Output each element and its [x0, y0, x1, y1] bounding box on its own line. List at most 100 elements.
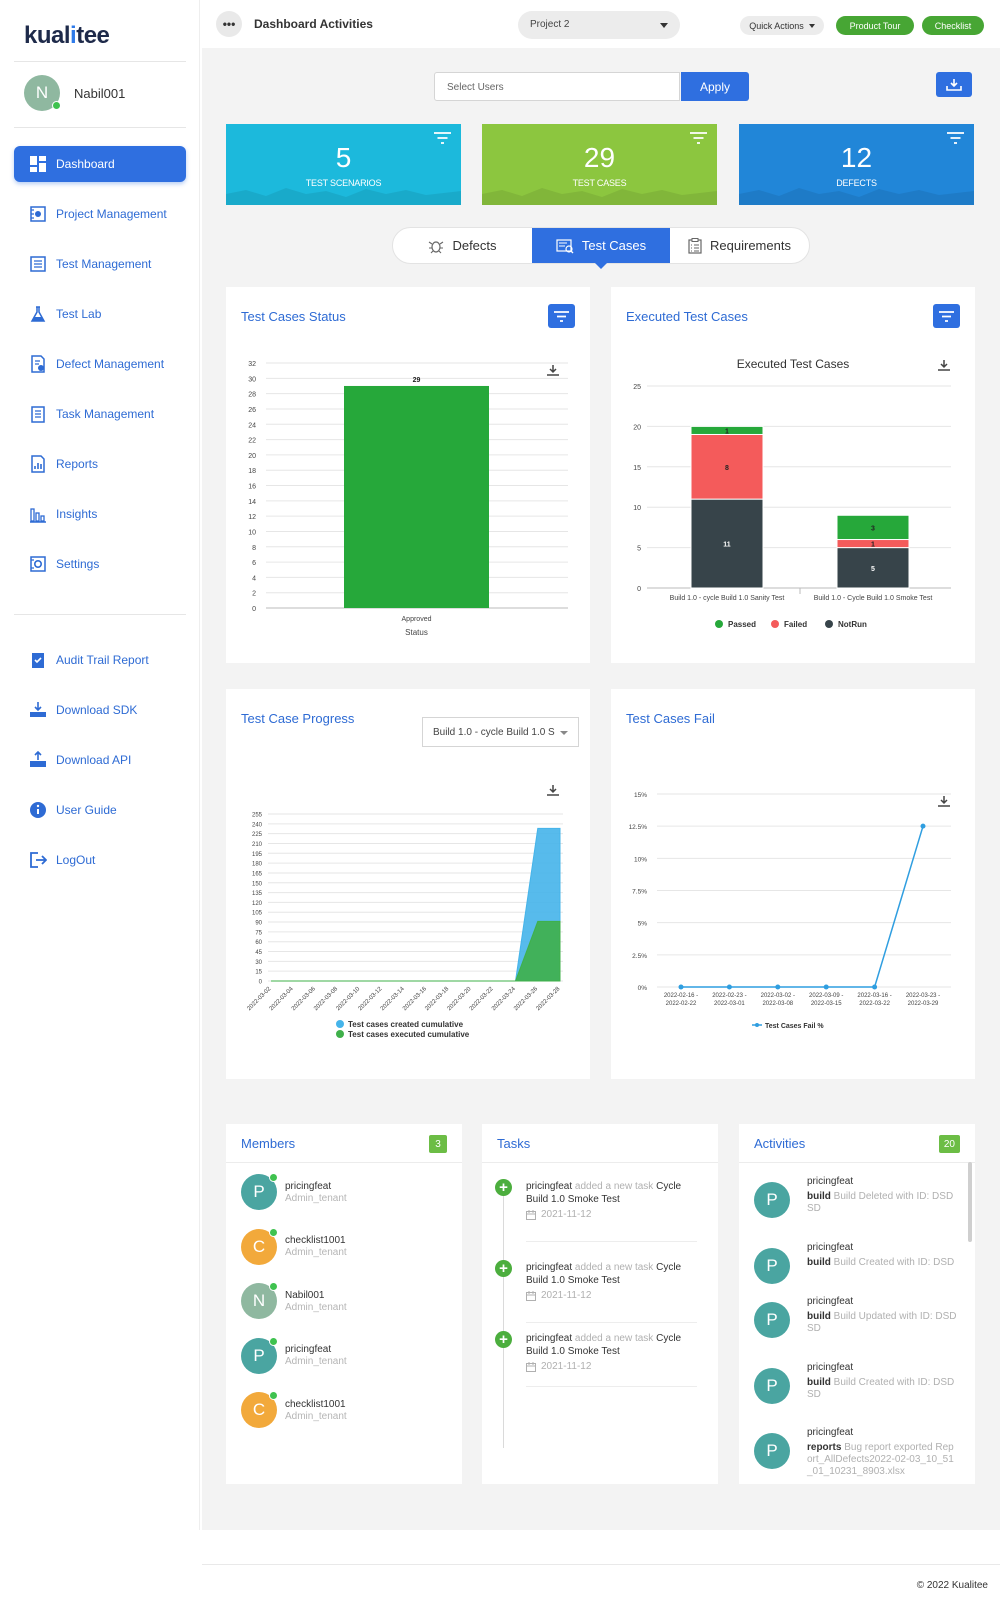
- sidebar-item-defect-management[interactable]: Defect Management: [14, 346, 186, 382]
- x-tick-label: 2022-03-06: [291, 986, 317, 1012]
- calendar-icon: [526, 1290, 536, 1301]
- filter-button[interactable]: [933, 304, 960, 328]
- stat-card-test-scenarios[interactable]: 5 TEST SCENARIOS: [226, 124, 461, 205]
- x-tick-label: 2022-02-16 -: [664, 993, 698, 999]
- card-title: Tasks: [497, 1136, 531, 1151]
- legend-marker: [771, 620, 779, 628]
- filter-icon[interactable]: [434, 132, 451, 144]
- stat-card-defects[interactable]: 12 DEFECTS: [739, 124, 974, 205]
- filter-icon[interactable]: [947, 132, 964, 144]
- filter-icon[interactable]: [690, 132, 707, 144]
- sidebar-item-download-sdk[interactable]: Download SDK: [14, 692, 186, 728]
- chevron-down-icon: [808, 23, 815, 28]
- x-tick-label: 2022-03-08: [313, 986, 339, 1012]
- online-indicator: [269, 1227, 278, 1237]
- divider: [526, 1241, 697, 1242]
- y-tick-label: 26: [248, 407, 256, 414]
- tab-test-cases[interactable]: Test Cases: [532, 228, 670, 269]
- filter-icon: [554, 310, 569, 322]
- sidebar-item-insights[interactable]: Insights: [14, 496, 186, 532]
- activity-text: pricingfeat reports Bug report exported R…: [807, 1427, 957, 1478]
- tab-requirements[interactable]: Requirements: [670, 228, 809, 263]
- download-icon: [946, 78, 962, 91]
- product-tour-button[interactable]: Product Tour: [836, 16, 914, 35]
- filter-button[interactable]: [548, 304, 575, 328]
- scrollbar[interactable]: [968, 1162, 972, 1242]
- sidebar-item-test-management[interactable]: Test Management: [14, 246, 186, 282]
- logout-icon: [28, 850, 48, 870]
- list-item[interactable]: N Nabil001 Admin_tenant: [241, 1282, 347, 1319]
- avatar: P: [754, 1302, 790, 1338]
- progress-chart: 0 15 30 45 60 75 90 105 120 135 150 165 180 195 210 225…: [246, 813, 563, 1039]
- sparkline-decoration: [226, 188, 461, 205]
- status-chart: 0246810121416182022242628303229ApprovedS…: [248, 361, 568, 637]
- download-button[interactable]: [936, 72, 972, 97]
- kualitee-logo[interactable]: kualitee: [24, 22, 110, 49]
- download-icon[interactable]: [546, 364, 560, 377]
- y-tick-label: 90: [255, 921, 262, 927]
- x-tick-label: 2022-03-23 -: [906, 993, 940, 999]
- y-tick-label: 0: [252, 606, 256, 613]
- avatar: P: [754, 1182, 790, 1218]
- activity-user: pricingfeat: [807, 1296, 854, 1307]
- legend-marker: [336, 1030, 344, 1038]
- x-tick-label: 2022-02-22: [666, 1001, 697, 1007]
- activity-type: reports: [807, 1442, 842, 1453]
- download-icon[interactable]: [546, 784, 560, 797]
- card-title: Activities: [754, 1136, 806, 1151]
- select-users-input[interactable]: Select Users: [434, 72, 680, 101]
- activity-type: build: [807, 1191, 831, 1202]
- task-item[interactable]: + pricingfeat added a new task Cycle Buil…: [495, 1331, 695, 1391]
- sidebar-item-download-api[interactable]: Download API: [14, 742, 186, 778]
- task-text: pricingfeat added a new task Cycle Build…: [526, 1332, 696, 1358]
- member-name: checklist1001: [285, 1235, 346, 1246]
- apply-button[interactable]: Apply: [681, 72, 749, 101]
- user-profile[interactable]: N Nabil001: [24, 75, 125, 111]
- x-tick-label: 2022-03-29: [908, 1001, 939, 1007]
- sidebar-item-user-guide[interactable]: User Guide: [14, 792, 186, 828]
- checklist-button[interactable]: Checklist: [922, 16, 984, 35]
- area-series-0: [271, 827, 561, 982]
- card-title: Executed Test Cases: [626, 309, 748, 324]
- download-icon[interactable]: [937, 359, 951, 372]
- project-select[interactable]: Project 2: [518, 11, 680, 39]
- chart-title: Executed Test Cases: [737, 357, 850, 371]
- bar-segment-passed: [690, 425, 764, 435]
- area-series-1: [271, 920, 561, 982]
- sidebar-item-test-lab[interactable]: Test Lab: [14, 296, 186, 332]
- y-tick-label: 12: [248, 514, 256, 521]
- sidebar-item-reports[interactable]: Reports: [14, 446, 186, 482]
- copyright: © 2022 Kualitee: [916, 1580, 988, 1591]
- executed-test-cases-card: Executed Test Cases Executed Test Cases 0…: [611, 287, 975, 663]
- tab-defects[interactable]: Defects: [393, 228, 532, 263]
- sidebar-item-project-management[interactable]: Project Management: [14, 196, 186, 232]
- activity-user: pricingfeat: [807, 1427, 854, 1438]
- quick-actions-button[interactable]: Quick Actions: [740, 16, 824, 35]
- more-options-button[interactable]: •••: [216, 11, 242, 37]
- build-select[interactable]: Build 1.0 - cycle Build 1.0 S: [422, 717, 579, 747]
- plus-icon: +: [495, 1331, 512, 1348]
- y-tick-label: 105: [252, 911, 263, 917]
- member-name: Nabil001: [285, 1289, 325, 1301]
- sidebar-item-logout[interactable]: LogOut: [14, 842, 186, 878]
- legend-label: Test Cases Fail %: [765, 1023, 824, 1030]
- task-action: added a new task: [574, 1181, 654, 1192]
- sidebar-item-task-management[interactable]: Task Management: [14, 396, 186, 432]
- download-icon[interactable]: [937, 795, 951, 808]
- sidebar-item-dashboard[interactable]: Dashboard: [14, 146, 186, 182]
- stat-card-test-cases[interactable]: 29 TEST CASES: [482, 124, 717, 205]
- chevron-down-icon: [560, 731, 568, 735]
- x-tick-label: 2022-03-15: [811, 1001, 842, 1007]
- member-name: pricingfeat: [285, 1344, 332, 1355]
- sidebar-item-audit-trail-report[interactable]: Audit Trail Report: [14, 642, 186, 678]
- task-item[interactable]: + pricingfeat added a new task Cycle Buil…: [495, 1179, 695, 1239]
- sidebar-item-settings[interactable]: Settings: [14, 546, 186, 582]
- x-tick-label: 2022-03-16: [402, 986, 428, 1012]
- task-item[interactable]: + pricingfeat added a new task Cycle Buil…: [495, 1260, 695, 1320]
- task-date: 2021-11-12: [541, 1290, 592, 1301]
